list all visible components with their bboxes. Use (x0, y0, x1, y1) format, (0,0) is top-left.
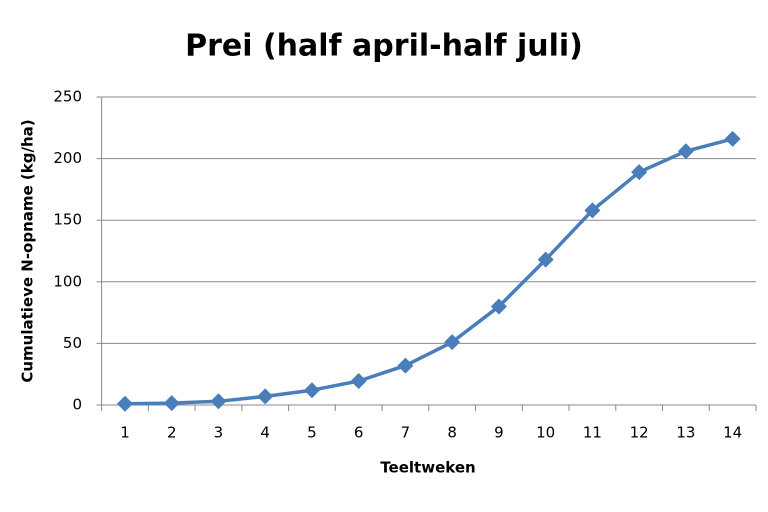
marker (724, 130, 741, 147)
y-tick-label: 200 (53, 149, 82, 167)
x-tick-label: 12 (630, 424, 649, 442)
x-tick-label: 5 (307, 424, 317, 442)
y-tick-label: 150 (53, 211, 82, 229)
chart-title: Prei (half april-half juli) (185, 29, 583, 64)
y-tick-label: 50 (63, 334, 82, 352)
marker (303, 382, 320, 399)
marker (444, 334, 461, 351)
x-axis-title: Teeltweken (380, 459, 475, 477)
x-tick-label: 11 (583, 424, 602, 442)
marker (677, 143, 694, 160)
x-tick-label: 8 (447, 424, 457, 442)
x-tick-label: 7 (401, 424, 411, 442)
marker (537, 251, 554, 268)
marker (490, 298, 507, 315)
y-tick-label: 250 (53, 88, 82, 106)
marker (210, 393, 227, 410)
x-tick-label: 3 (214, 424, 224, 442)
x-tick-label: 13 (676, 424, 695, 442)
x-tick-label: 14 (723, 424, 742, 442)
marker (116, 395, 133, 412)
line (124, 137, 734, 406)
x-tick-label: 1 (120, 424, 130, 442)
y-tick-label: 100 (53, 272, 82, 290)
y-axis-title: Cumulatieve N-opname (kg/ha) (19, 119, 37, 382)
marker (163, 395, 180, 412)
marker (631, 164, 648, 181)
marker (397, 357, 414, 374)
x-tick-label: 9 (494, 424, 504, 442)
x-tick-label: 6 (354, 424, 364, 442)
x-tick-label: 4 (260, 424, 270, 442)
marker (584, 202, 601, 219)
y-tick-label: 0 (72, 396, 82, 414)
marker (350, 372, 367, 389)
x-tick-label: 10 (536, 424, 555, 442)
marker (257, 388, 274, 405)
x-tick-label: 2 (167, 424, 177, 442)
